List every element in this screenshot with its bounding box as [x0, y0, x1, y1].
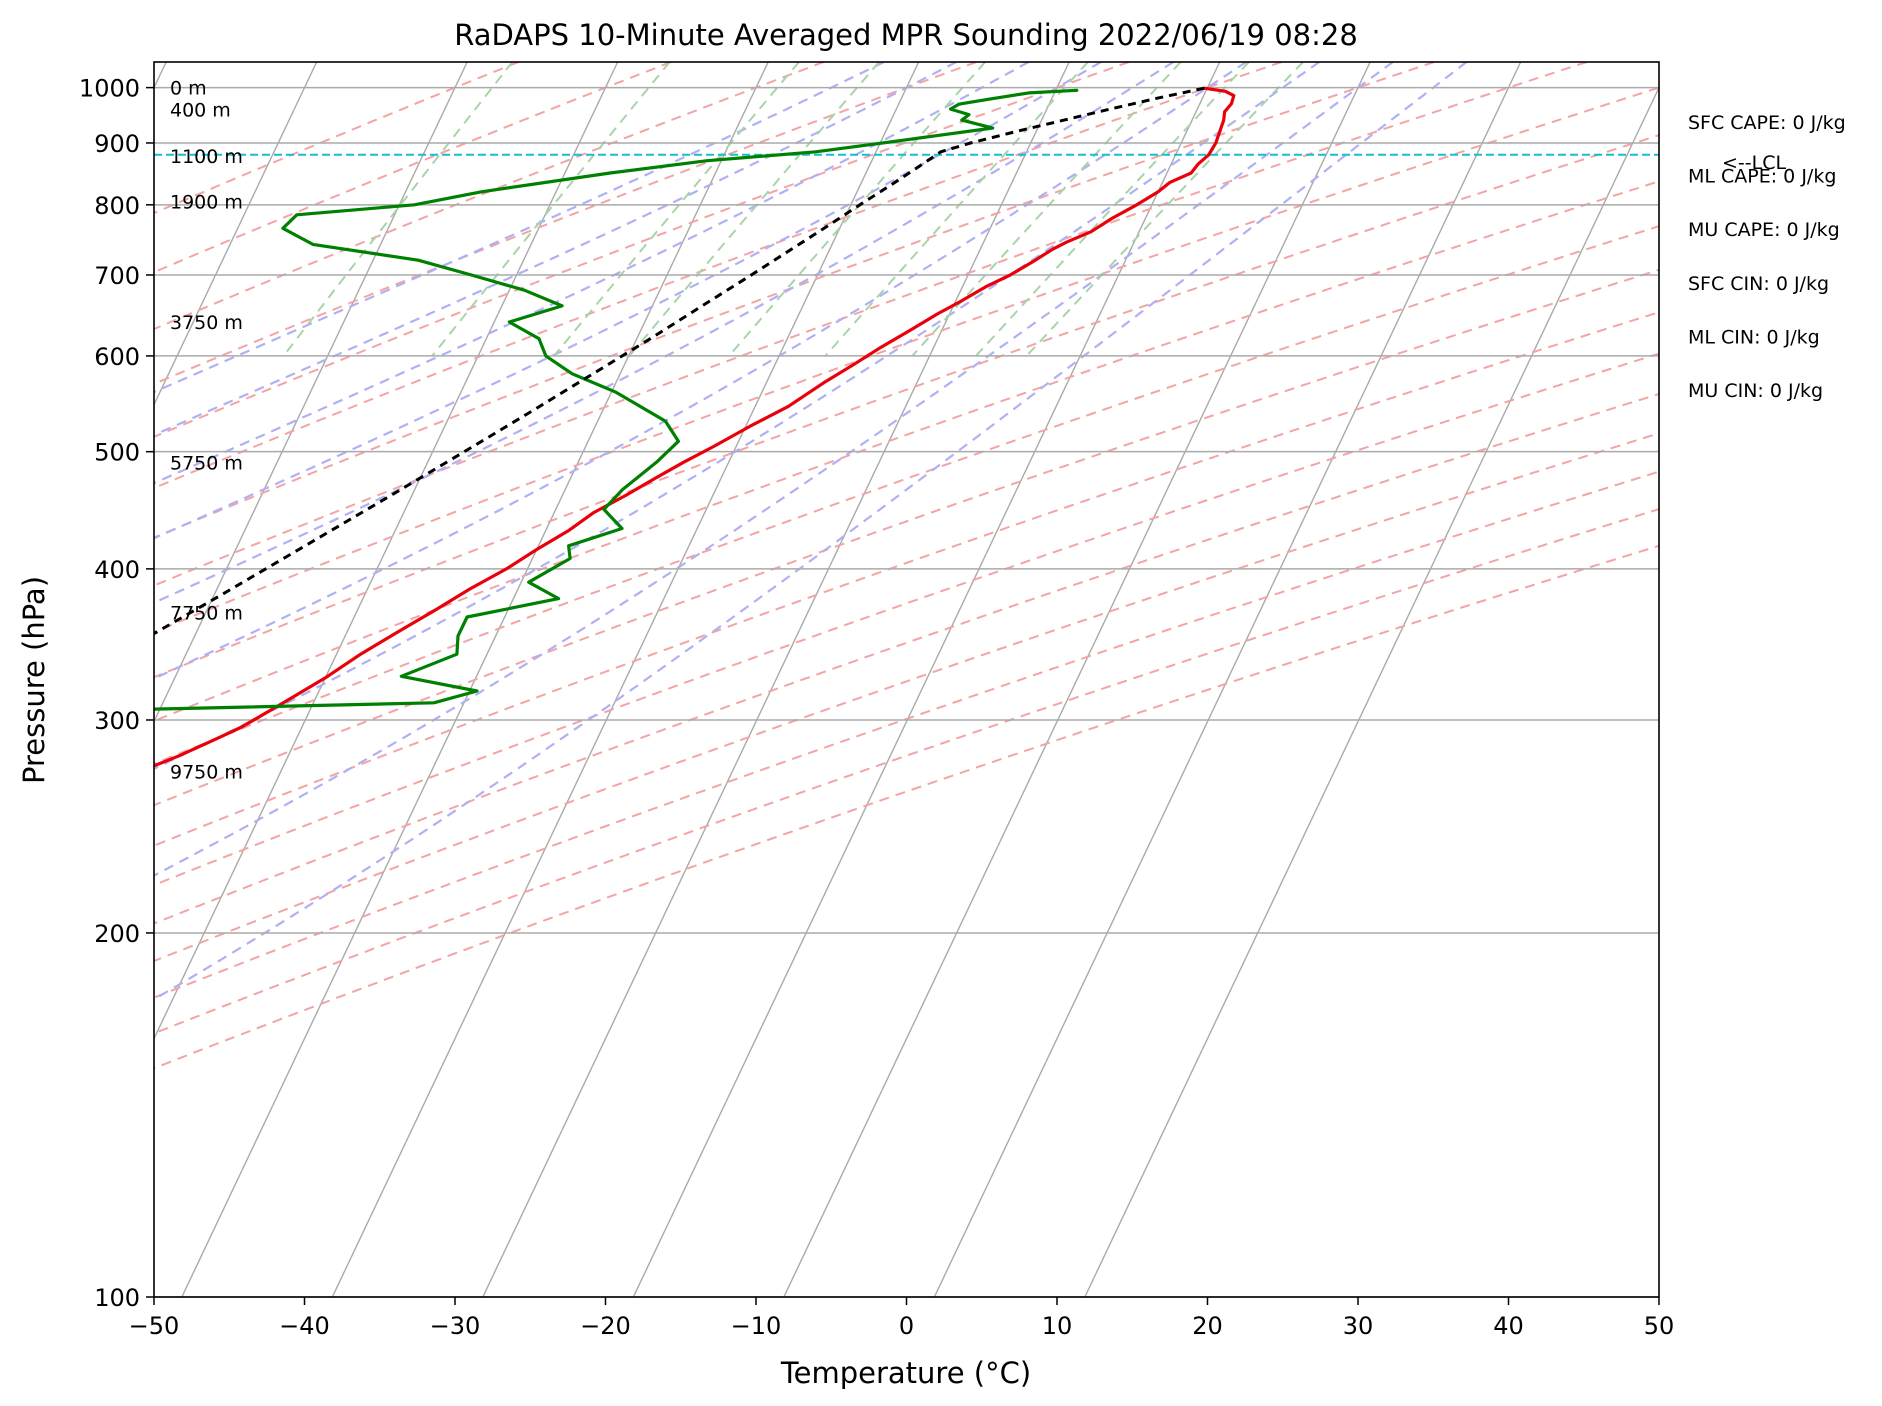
- y-tick-label: 1000: [79, 75, 140, 103]
- dry-adiabat-line: [154, 62, 1130, 438]
- stability-index-text: ML CAPE: 0 J/kg: [1688, 166, 1836, 188]
- dewpoint-profile: [154, 88, 1079, 711]
- dry-adiabat-line: [154, 544, 1659, 1070]
- x-tick-label: −10: [731, 1312, 782, 1340]
- stability-index-text: ML CIN: 0 J/kg: [1688, 326, 1820, 348]
- stability-indices: SFC CAPE: 0 J/kg ML CAPE: 0 J/kg MU CAPE: …: [1688, 112, 1846, 402]
- height-label: 1900 m: [170, 192, 243, 214]
- y-tick-label: 400: [94, 556, 140, 584]
- isotherm-line: [154, 62, 468, 724]
- x-tick-label: 20: [1192, 1312, 1223, 1340]
- y-tick-label: 600: [94, 343, 140, 371]
- height-labels: 9750 m 7750 m 5750 m 3750 m 1900 m 1100 m 400 …: [170, 78, 1786, 784]
- height-label: 9750 m: [170, 761, 243, 783]
- parcel-profile: [154, 86, 1205, 636]
- moist-adiabat-line: [154, 62, 1320, 771]
- height-label: 5750 m: [170, 452, 243, 474]
- moist-adiabat-line: [154, 62, 957, 437]
- y-axis-ticks: 1000 900 800 700 600 500 400 300 200 100: [79, 75, 154, 1312]
- stability-index-text: MU CIN: 0 J/kg: [1688, 380, 1823, 402]
- moist-adiabat-line: [154, 62, 885, 394]
- isotherm-line: [331, 62, 920, 1297]
- stability-index-text: SFC CAPE: 0 J/kg: [1688, 112, 1846, 134]
- temperature-profile: [154, 86, 1236, 768]
- moist-adiabat-line: [154, 62, 1247, 680]
- x-tick-label: −40: [279, 1312, 330, 1340]
- dry-adiabat-line: [154, 134, 1659, 679]
- x-tick-label: −50: [129, 1312, 180, 1340]
- stability-index-text: SFC CIN: 0 J/kg: [1688, 273, 1829, 295]
- x-tick-label: 10: [1042, 1312, 1073, 1340]
- y-tick-label: 200: [94, 920, 140, 948]
- height-label: 3750 m: [170, 312, 243, 334]
- mixing-ratio-line: [628, 62, 880, 357]
- y-tick-label: 500: [94, 439, 140, 467]
- chart-title: RaDAPS 10-Minute Averaged MPR Sounding 2…: [454, 18, 1358, 52]
- mixing-ratio-line: [282, 62, 514, 357]
- x-tick-label: 40: [1493, 1312, 1524, 1340]
- sounding-profiles: [154, 86, 1659, 768]
- stability-index-text: MU CAPE: 0 J/kg: [1688, 219, 1840, 241]
- mixing-ratio-line: [1025, 62, 1304, 357]
- dry-adiabat-line: [154, 62, 1282, 490]
- isotherm-line: [783, 62, 1371, 1297]
- x-tick-label: 0: [899, 1312, 914, 1340]
- x-axis-label: Temperature (°C): [780, 1356, 1031, 1390]
- y-tick-label: 800: [94, 192, 140, 220]
- dry-adiabat-line: [154, 62, 1435, 539]
- dry-adiabat-line: [154, 311, 1659, 847]
- x-tick-label: 30: [1343, 1312, 1374, 1340]
- y-tick-label: 100: [94, 1284, 140, 1312]
- dry-adiabat-line: [154, 62, 519, 215]
- dry-adiabat-line: [154, 62, 1588, 587]
- dry-adiabat-line: [154, 508, 1659, 1035]
- mixing-ratio-line: [824, 62, 1089, 357]
- isotherm-line: [933, 62, 1522, 1297]
- dry-adiabat-line: [154, 352, 1659, 887]
- height-label: 1100 m: [170, 146, 243, 168]
- y-tick-label: 300: [94, 707, 140, 735]
- x-tick-label: 50: [1644, 1312, 1675, 1340]
- height-label: 0 m: [170, 78, 207, 100]
- dry-adiabat-line: [154, 86, 1659, 634]
- y-axis-label: Pressure (hPa): [17, 576, 51, 784]
- dry-adiabat-line: [154, 180, 1659, 723]
- height-label: 7750 m: [170, 603, 243, 625]
- y-tick-label: 900: [94, 130, 140, 158]
- moist-adiabat-line: [154, 62, 1394, 877]
- isotherm-line: [154, 62, 318, 407]
- moist-adiabat-line: [154, 62, 1174, 604]
- x-tick-label: −30: [430, 1312, 481, 1340]
- isotherm-line: [1084, 85, 1659, 1297]
- x-axis-ticks: −50 −40 −30 −20 −10 0 10 20 30 40 50: [129, 1297, 1675, 1340]
- background-lines: [154, 62, 1659, 1297]
- y-tick-label: 700: [94, 262, 140, 290]
- mixing-ratio-line: [975, 62, 1250, 357]
- height-label: 400 m: [170, 100, 231, 122]
- mixing-ratio-line: [431, 62, 671, 357]
- moist-adiabat-line: [154, 62, 1468, 1001]
- dry-adiabat-line: [154, 470, 1659, 999]
- lcl-label: <--LCL: [1722, 152, 1786, 174]
- dry-adiabat-line: [154, 62, 977, 385]
- mixing-ratio-line: [728, 62, 986, 357]
- isotherm-line: [482, 62, 1070, 1297]
- x-tick-label: −20: [580, 1312, 631, 1340]
- dry-adiabat-line: [154, 268, 1659, 807]
